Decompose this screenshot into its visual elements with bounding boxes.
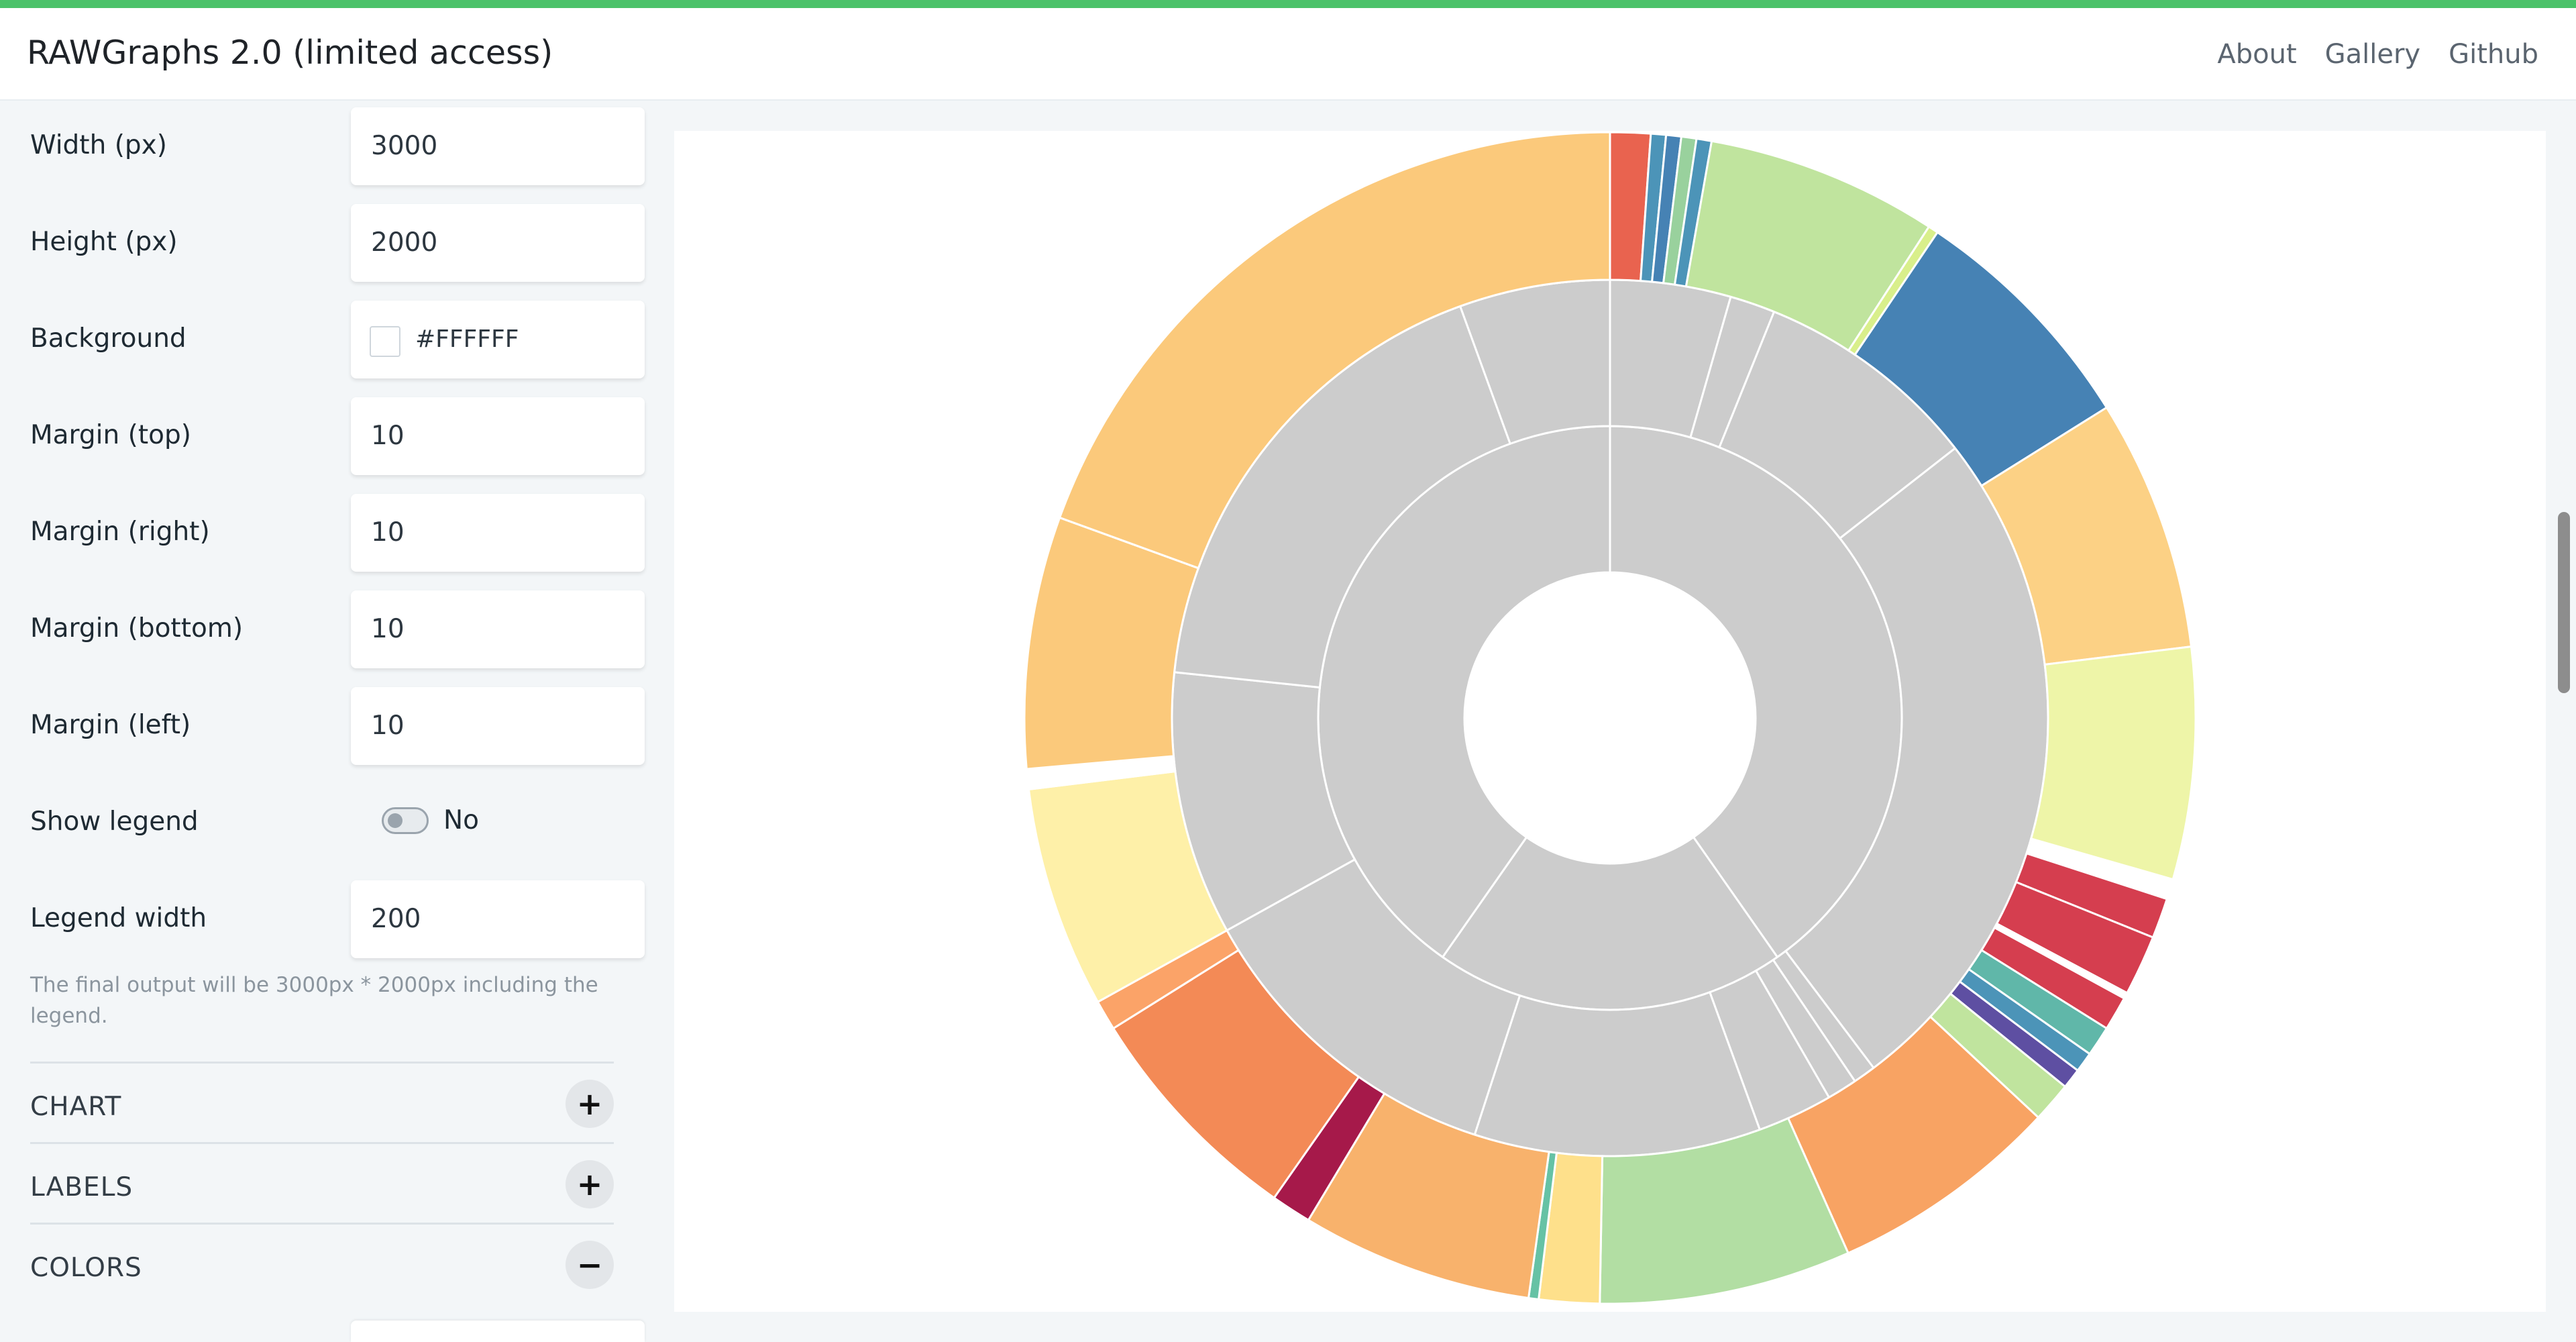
toggle-knob [388, 813, 402, 828]
background-color-picker[interactable]: #FFFFFF [351, 301, 645, 378]
section-chart-title: CHART [30, 1092, 122, 1122]
show-legend-toggle[interactable] [382, 807, 429, 834]
margin-left-input[interactable]: 10 [351, 687, 645, 765]
margin-bottom-option: Margin (bottom) 10 [30, 588, 645, 668]
color-swatch[interactable] [370, 326, 400, 357]
sunburst-outer-arc-10 [2029, 645, 2197, 881]
margin-right-option: Margin (right) 10 [30, 491, 645, 572]
margin-left-label: Margin (left) [30, 710, 191, 740]
width-input[interactable]: 3000 [351, 107, 645, 185]
section-colors-title: COLORS [30, 1253, 142, 1283]
margin-left-option: Margin (left) 10 [30, 684, 645, 765]
background-option: Background #FFFFFF [30, 298, 645, 378]
margin-top-input[interactable]: 10 [351, 397, 645, 475]
sunburst-chart [1023, 131, 2197, 1305]
margin-right-input[interactable]: 10 [351, 494, 645, 572]
width-label: Width (px) [30, 130, 167, 160]
output-size-hint: The final output will be 3000px * 2000px… [30, 973, 598, 1028]
color-scale-input[interactable] [351, 1321, 645, 1342]
background-color-value: #FFFFFF [415, 325, 519, 353]
show-legend-toggle-wrap: No [382, 805, 479, 835]
plus-icon[interactable]: + [566, 1160, 614, 1208]
options-sidebar: Width (px) 3000 Height (px) 2000 Backgro… [0, 101, 645, 1342]
height-label: Height (px) [30, 227, 178, 257]
nav-github-link[interactable]: Github [2449, 39, 2538, 70]
legend-width-label: Legend width [30, 903, 207, 933]
height-input[interactable]: 2000 [351, 204, 645, 282]
minus-icon[interactable]: − [566, 1241, 614, 1289]
show-legend-value: No [443, 805, 480, 835]
top-accent-bar [0, 0, 2576, 8]
scrollbar[interactable] [2558, 512, 2570, 693]
margin-bottom-label: Margin (bottom) [30, 613, 244, 643]
section-chart[interactable]: CHART + [30, 1062, 614, 1142]
section-labels[interactable]: LABELS + [30, 1142, 614, 1223]
chart-canvas [674, 131, 2546, 1312]
background-label: Background [30, 323, 186, 354]
legend-width-option: Legend width 200 [30, 878, 645, 958]
plus-icon[interactable]: + [566, 1080, 614, 1128]
legend-width-input[interactable]: 200 [351, 880, 645, 958]
section-colors[interactable]: COLORS − [30, 1223, 614, 1303]
margin-right-label: Margin (right) [30, 517, 210, 547]
show-legend-option: Show legend No [30, 781, 614, 862]
section-labels-title: LABELS [30, 1172, 133, 1202]
width-option: Width (px) 3000 [30, 105, 645, 185]
margin-top-label: Margin (top) [30, 420, 191, 450]
margin-top-option: Margin (top) 10 [30, 395, 645, 475]
navbar: RAWGraphs 2.0 (limited access) About Gal… [0, 8, 2576, 101]
show-legend-label: Show legend [30, 807, 199, 837]
height-option: Height (px) 2000 [30, 201, 645, 282]
margin-bottom-input[interactable]: 10 [351, 590, 645, 668]
nav-gallery-link[interactable]: Gallery [2324, 39, 2421, 70]
sunburst-level2-arc-8 [1473, 990, 1762, 1157]
app-title[interactable]: RAWGraphs 2.0 (limited access) [27, 34, 553, 72]
sunburst-outer-arc-top [1058, 131, 1611, 570]
nav-about-link[interactable]: About [2217, 39, 2297, 70]
nav-links: About Gallery Github [2217, 39, 2538, 70]
